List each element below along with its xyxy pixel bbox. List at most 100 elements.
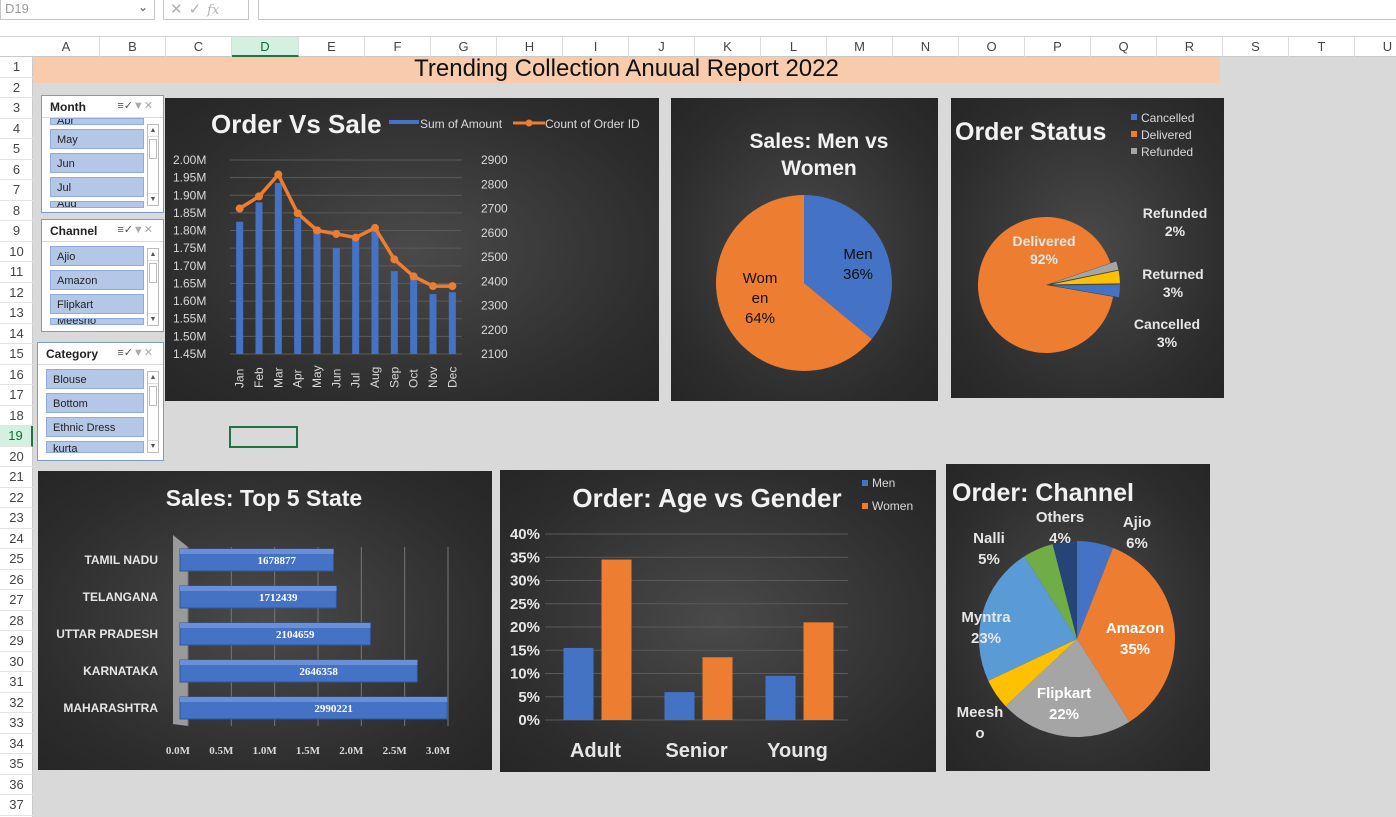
row-header-22[interactable]: 22 [0, 488, 33, 508]
bar-amount[interactable] [274, 182, 282, 354]
row-header-18[interactable]: 18 [0, 406, 33, 426]
column-header-d[interactable]: D [232, 37, 299, 57]
selected-cell[interactable] [229, 426, 298, 448]
pie-slice[interactable] [1024, 544, 1077, 639]
clear-filter-icon[interactable]: ▼✕ [132, 224, 153, 236]
name-box[interactable]: D19 ⌄ [0, 0, 155, 20]
column-header-n[interactable]: N [893, 37, 959, 57]
row-header-1[interactable]: 1 [0, 57, 33, 78]
scroll-down-icon[interactable]: ▼ [148, 440, 158, 452]
slicer-item[interactable]: Bottom [46, 393, 144, 413]
bar-amount[interactable] [294, 218, 302, 354]
row-header-14[interactable]: 14 [0, 324, 33, 344]
chart-sales-men-women[interactable]: Sales: Men vs Women Men 36% Wom en 64% [671, 98, 938, 401]
column-header-t[interactable]: T [1289, 37, 1355, 57]
chart-top5-state[interactable]: Sales: Top 5 State 0.0M 0.5M 1.0M 1.5M 2.0M 2… [38, 471, 492, 770]
row-header-23[interactable]: 23 [0, 508, 33, 529]
row-header-24[interactable]: 24 [0, 529, 33, 549]
row-header-29[interactable]: 29 [0, 631, 33, 652]
line-point[interactable] [293, 209, 302, 218]
column-header-s[interactable]: S [1223, 37, 1289, 57]
slicer-item[interactable]: Amazon [50, 270, 144, 290]
bar[interactable] [702, 657, 733, 720]
line-point[interactable] [235, 204, 244, 213]
row-header-20[interactable]: 20 [0, 447, 33, 467]
line-point[interactable] [313, 226, 321, 235]
bar-amount[interactable] [332, 248, 340, 354]
bar-amount[interactable] [410, 276, 418, 354]
row-header-8[interactable]: 8 [0, 201, 33, 221]
row-header-6[interactable]: 6 [0, 160, 33, 180]
row-header-7[interactable]: 7 [0, 180, 33, 201]
slicer-item[interactable]: Apr [50, 118, 144, 125]
row-header-32[interactable]: 32 [0, 693, 33, 713]
scroll-thumb[interactable] [149, 263, 157, 283]
row-header-17[interactable]: 17 [0, 385, 33, 406]
scroll-down-icon[interactable]: ▼ [148, 313, 158, 325]
pie-slice[interactable] [979, 556, 1077, 681]
slicer-item[interactable]: kurta [46, 441, 144, 453]
pie-slice[interactable] [1051, 270, 1120, 285]
column-header-j[interactable]: J [629, 37, 695, 57]
clear-filter-icon[interactable]: ▼✕ [132, 347, 153, 359]
bar-amount[interactable] [255, 202, 263, 354]
pie-slice[interactable] [1077, 541, 1114, 639]
column-header-b[interactable]: B [100, 37, 166, 57]
bar-amount[interactable] [313, 227, 321, 354]
slicer-channel[interactable]: Channel ≡✓ ▼✕ Ajio Amazon Flipkart Meesh… [41, 219, 164, 332]
pie-slice[interactable] [1052, 541, 1077, 639]
column-header-p[interactable]: P [1025, 37, 1091, 57]
row-header-26[interactable]: 26 [0, 570, 33, 590]
column-header-m[interactable]: M [827, 37, 893, 57]
function-icon[interactable]: fx [207, 3, 220, 18]
pie-slice[interactable] [804, 195, 892, 340]
column-header-e[interactable]: E [299, 37, 365, 57]
column-header-c[interactable]: C [166, 37, 232, 57]
pie-slice[interactable] [1051, 261, 1119, 284]
row-header-28[interactable]: 28 [0, 611, 33, 631]
row-header-34[interactable]: 34 [0, 734, 33, 754]
line-point[interactable] [351, 233, 360, 242]
column-header-f[interactable]: F [365, 37, 431, 57]
line-point[interactable] [332, 229, 341, 238]
slicer-item[interactable]: Meesho [50, 318, 144, 325]
scroll-thumb[interactable] [149, 386, 157, 406]
column-header-i[interactable]: I [563, 37, 629, 57]
pie-slice[interactable] [716, 195, 872, 371]
multi-select-icon[interactable]: ≡✓ [117, 347, 133, 359]
line-point[interactable] [390, 255, 399, 264]
row-header-12[interactable]: 12 [0, 283, 33, 303]
scroll-thumb[interactable] [149, 139, 157, 159]
row-header-21[interactable]: 21 [0, 467, 33, 488]
row-header-35[interactable]: 35 [0, 754, 33, 775]
row-header-25[interactable]: 25 [0, 549, 33, 570]
bar-amount[interactable] [236, 221, 244, 354]
slicer-item[interactable]: Jun [50, 153, 144, 173]
chart-order-vs-sale[interactable]: Order Vs Sale Sum of Amount Count of Ord… [165, 98, 659, 401]
chart-order-channel[interactable]: Order: Channel Ajio 6% Amazon 35% Flipkart 22… [946, 464, 1210, 771]
cancel-icon[interactable]: ✕ [170, 1, 189, 18]
column-header-q[interactable]: Q [1091, 37, 1157, 57]
scroll-up-icon[interactable]: ▲ [148, 125, 158, 137]
pie-slice[interactable] [978, 217, 1113, 353]
slicer-item[interactable]: May [50, 129, 144, 149]
row-header-5[interactable]: 5 [0, 139, 33, 160]
row-header-2[interactable]: 2 [0, 78, 33, 98]
slicer-item[interactable]: Ethnic Dress [46, 417, 144, 437]
bar-amount[interactable] [429, 294, 437, 354]
line-point[interactable] [371, 223, 379, 232]
chart-order-status[interactable]: Order Status Cancelled Delivered Refunded … [951, 98, 1224, 398]
row-header-3[interactable]: 3 [0, 98, 33, 119]
slicer-scrollbar[interactable]: ▲ ▼ [147, 248, 159, 326]
row-header-30[interactable]: 30 [0, 652, 33, 672]
column-header-l[interactable]: L [761, 37, 827, 57]
slicer-item[interactable]: Blouse [46, 369, 144, 389]
line-point[interactable] [274, 170, 283, 179]
slicer-item[interactable]: Ajio [50, 246, 144, 266]
bar-amount[interactable] [390, 271, 398, 354]
pie-slice[interactable] [988, 639, 1077, 707]
chart-age-gender[interactable]: Order: Age vs Gender Men Women 40% 35% 30%… [500, 470, 936, 772]
slicer-item[interactable]: Aug [50, 201, 144, 208]
formula-input[interactable] [258, 0, 1396, 20]
row-header-10[interactable]: 10 [0, 242, 33, 262]
